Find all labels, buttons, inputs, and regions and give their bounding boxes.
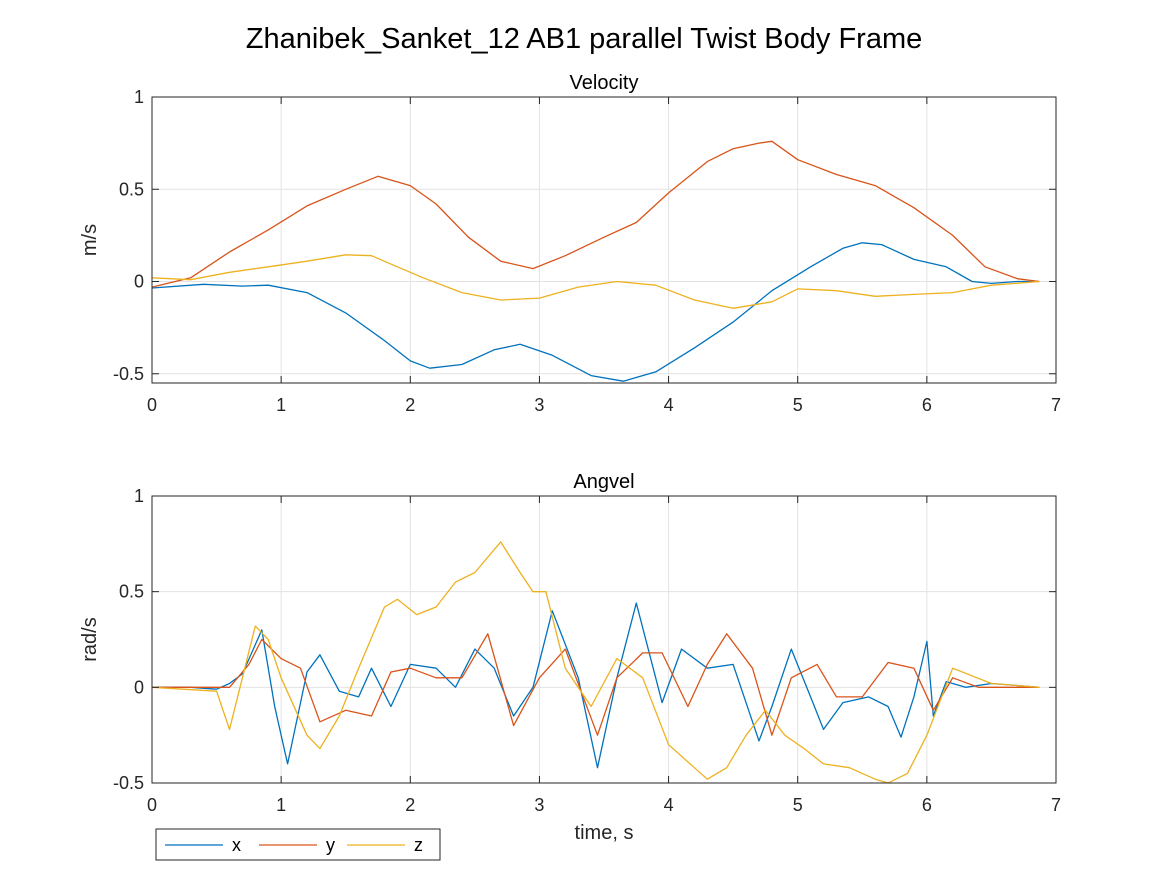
angvel-title: Angvel (573, 471, 634, 493)
angvel-xtick-label: 3 (534, 795, 544, 815)
angvel-xtick-label: 4 (664, 795, 674, 815)
velocity-xtick-label: 2 (405, 395, 415, 415)
velocity-xtick-label: 3 (534, 395, 544, 415)
angvel-xlabel: time, s (575, 822, 634, 844)
angvel-xtick-label: 0 (147, 795, 157, 815)
angvel-xtick-label: 6 (922, 795, 932, 815)
angvel-ylabel: rad/s (79, 617, 101, 661)
velocity-ytick-label: 0 (134, 272, 144, 292)
angvel-series-y (152, 633, 1040, 736)
velocity-xtick-label: 7 (1051, 395, 1061, 415)
angvel-axes-box (151, 495, 1057, 784)
legend-label-y: y (326, 835, 335, 855)
velocity-series-x (151, 242, 1040, 382)
angvel-xtick-label: 7 (1051, 795, 1061, 815)
angvel-series-z (151, 541, 1040, 784)
legend: x y z (155, 828, 441, 861)
velocity-title: Velocity (570, 72, 639, 94)
velocity-xtick-label: 1 (276, 395, 286, 415)
figure-title: Zhanibek_Sanket_12 AB1 parallel Twist Bo… (246, 23, 923, 55)
velocity-ytick-label: 1 (134, 87, 144, 107)
legend-label-x: x (232, 835, 241, 855)
velocity-xtick-label: 4 (664, 395, 674, 415)
angvel-ytick-label: 0 (134, 677, 144, 697)
angvel-xtick-label: 1 (276, 795, 286, 815)
velocity-ylabel: m/s (79, 224, 101, 256)
velocity-xtick-label: 6 (922, 395, 932, 415)
angvel-ytick-label: 1 (134, 486, 144, 506)
velocity-xtick-label: 5 (793, 395, 803, 415)
angvel-xtick-label: 5 (793, 795, 803, 815)
velocity-series-z (151, 254, 1040, 309)
velocity-xtick-label: 0 (147, 395, 157, 415)
velocity-ytick-label: -0.5 (113, 364, 144, 384)
legend-label-z: z (414, 835, 423, 855)
angvel-series-x (152, 602, 1040, 769)
velocity-axes-box (151, 96, 1057, 384)
velocity-series-y (151, 140, 1040, 288)
angvel-xtick-label: 2 (405, 795, 415, 815)
angvel-ytick-label: 0.5 (119, 582, 144, 602)
angvel-ytick-label: -0.5 (113, 773, 144, 793)
velocity-ytick-label: 0.5 (119, 179, 144, 199)
velocity-plot-area (152, 97, 1056, 383)
